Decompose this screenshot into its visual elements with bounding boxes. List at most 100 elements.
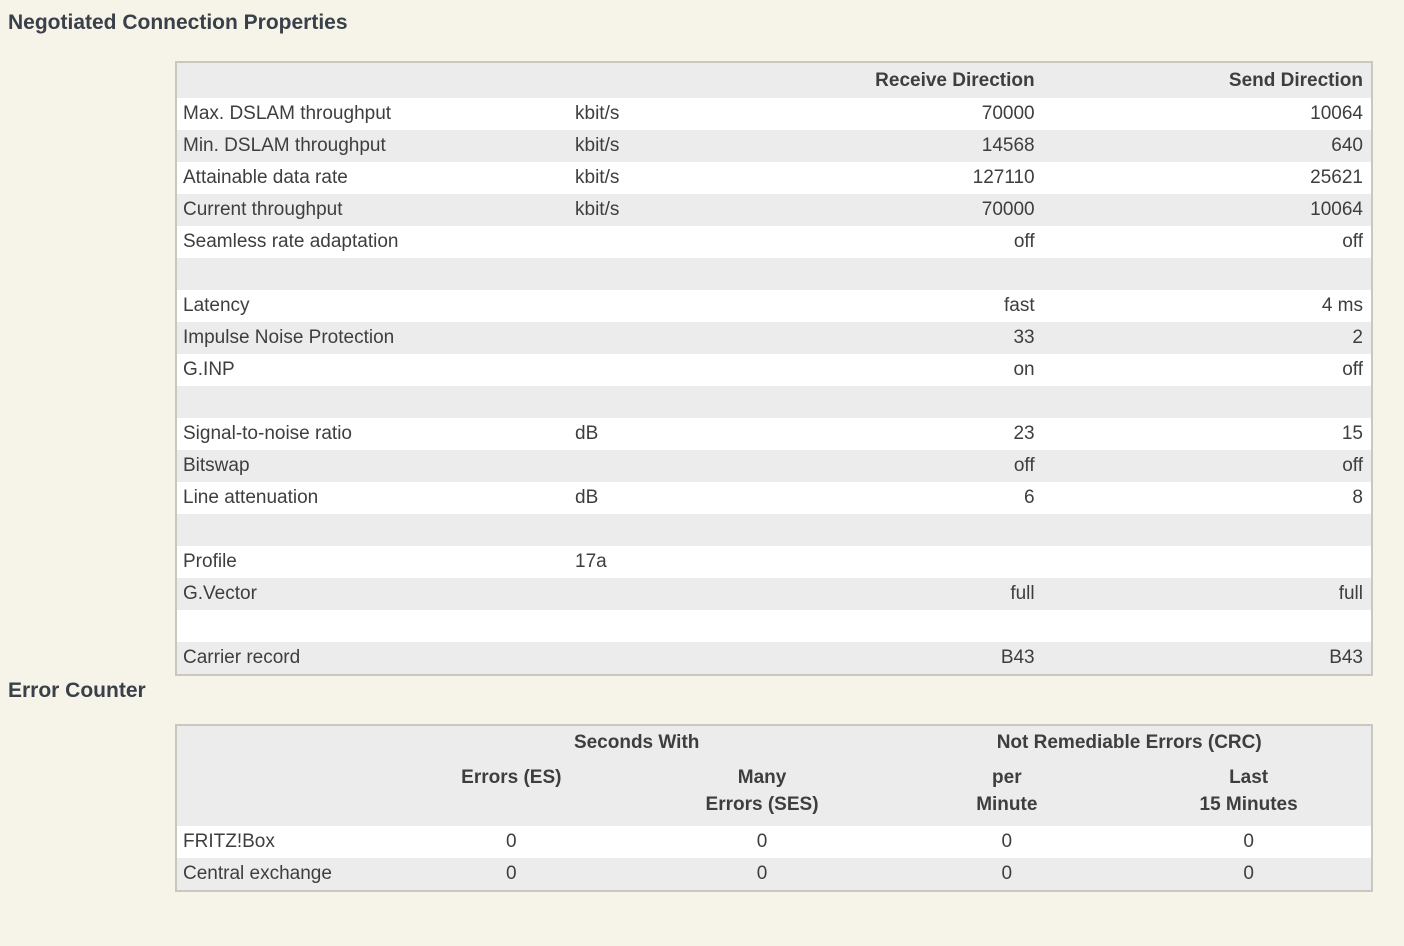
empty-header-cell bbox=[177, 726, 386, 760]
column-header-receive-direction: Receive Direction bbox=[714, 63, 1043, 98]
last-15-minutes-value: 0 bbox=[1243, 831, 1254, 852]
receive-value: 33 bbox=[1013, 327, 1035, 348]
property-label: Line attenuation bbox=[183, 487, 319, 508]
spacer-row bbox=[177, 610, 1371, 642]
spacer-row bbox=[177, 514, 1371, 546]
property-label bbox=[177, 258, 571, 290]
table-row: Min. DSLAM throughput kbit/s 14568 640 bbox=[177, 130, 1371, 162]
group-header-not-remediable-errors-crc: Not Remediable Errors (CRC) bbox=[887, 726, 1371, 760]
send-value bbox=[1043, 386, 1371, 418]
empty-header-cell bbox=[177, 760, 386, 826]
property-unit: kbit/s bbox=[575, 199, 620, 220]
property-unit: kbit/s bbox=[575, 135, 620, 156]
property-label: Signal-to-noise ratio bbox=[183, 423, 352, 444]
property-unit bbox=[571, 642, 714, 674]
receive-value: off bbox=[1013, 455, 1035, 476]
receive-value: 70000 bbox=[981, 199, 1035, 220]
property-label: G.Vector bbox=[183, 583, 257, 604]
per-minute-value: 0 bbox=[1001, 831, 1013, 852]
receive-value bbox=[714, 386, 1042, 418]
property-unit bbox=[571, 514, 714, 546]
property-label: G.INP bbox=[183, 359, 235, 380]
receive-value: full bbox=[1010, 583, 1035, 604]
sub-column-header: Errors (ES) bbox=[385, 760, 637, 826]
property-label bbox=[177, 610, 571, 642]
send-value bbox=[1043, 514, 1371, 546]
table-row: Attainable data rate kbit/s 127110 25621 bbox=[177, 162, 1371, 194]
property-label: Carrier record bbox=[183, 647, 301, 668]
receive-value: on bbox=[1013, 359, 1035, 380]
property-unit bbox=[571, 290, 714, 322]
property-unit: kbit/s bbox=[575, 167, 620, 188]
property-label: Max. DSLAM throughput bbox=[183, 103, 392, 124]
send-value: 10064 bbox=[1310, 199, 1363, 220]
receive-value: 6 bbox=[1024, 487, 1035, 508]
property-label bbox=[177, 386, 571, 418]
table-row: Current throughput kbit/s 70000 10064 bbox=[177, 194, 1371, 226]
connection-properties-table: Receive Direction Send Direction Max. DS… bbox=[175, 61, 1373, 676]
sub-column-header: Last 15 Minutes bbox=[1126, 760, 1371, 826]
property-label: Min. DSLAM throughput bbox=[183, 135, 386, 156]
property-unit: 17a bbox=[575, 551, 607, 572]
send-value: B43 bbox=[1329, 647, 1363, 668]
error-counter-sub-header-row: Errors (ES) Many Errors (SES) per Minute Last… bbox=[177, 760, 1371, 826]
receive-value bbox=[714, 514, 1042, 546]
send-value: 2 bbox=[1352, 327, 1363, 348]
last-15-minutes-value: 0 bbox=[1243, 863, 1254, 884]
spacer-row bbox=[177, 258, 1371, 290]
send-value bbox=[1043, 546, 1371, 578]
send-value: off bbox=[1342, 455, 1363, 476]
table-row: Impulse Noise Protection 33 2 bbox=[177, 322, 1371, 354]
table-row: Max. DSLAM throughput kbit/s 70000 10064 bbox=[177, 98, 1371, 130]
send-value: full bbox=[1338, 583, 1363, 604]
property-unit bbox=[571, 450, 714, 482]
table-row: Signal-to-noise ratio dB 23 15 bbox=[177, 418, 1371, 450]
table-row: Carrier record B43 B43 bbox=[177, 642, 1371, 674]
property-label: Latency bbox=[183, 295, 250, 316]
table-row: G.Vector full full bbox=[177, 578, 1371, 610]
table-row: G.INP on off bbox=[177, 354, 1371, 386]
property-label: Attainable data rate bbox=[183, 167, 348, 188]
property-unit: dB bbox=[575, 487, 599, 508]
section-title-negotiated-connection-properties: Negotiated Connection Properties bbox=[8, 11, 348, 34]
table-row: Bitswap off off bbox=[177, 450, 1371, 482]
property-unit: dB bbox=[575, 423, 599, 444]
send-value: 10064 bbox=[1310, 103, 1363, 124]
receive-value: fast bbox=[1004, 295, 1035, 316]
group-header-seconds-with: Seconds With bbox=[385, 726, 888, 760]
many-errors-ses-value: 0 bbox=[756, 863, 768, 884]
property-unit bbox=[571, 578, 714, 610]
sub-column-header: Many Errors (SES) bbox=[636, 760, 888, 826]
send-value bbox=[1043, 258, 1371, 290]
send-value bbox=[1043, 610, 1371, 642]
receive-value: 23 bbox=[1013, 423, 1035, 444]
per-minute-value: 0 bbox=[1001, 863, 1013, 884]
property-label: Seamless rate adaptation bbox=[183, 231, 399, 252]
empty-header-cell bbox=[177, 63, 572, 98]
table-row: FRITZ!Box 0 0 0 0 bbox=[177, 826, 1371, 858]
property-label: Profile bbox=[183, 551, 237, 572]
send-value: 640 bbox=[1331, 135, 1363, 156]
property-unit bbox=[571, 258, 714, 290]
connection-properties-header-row: Receive Direction Send Direction bbox=[177, 63, 1371, 98]
receive-value: off bbox=[1013, 231, 1035, 252]
receive-value: B43 bbox=[1000, 647, 1035, 668]
column-header-send-direction: Send Direction bbox=[1042, 63, 1371, 98]
property-unit: kbit/s bbox=[575, 103, 620, 124]
error-row-label: FRITZ!Box bbox=[183, 831, 275, 852]
errors-es-value: 0 bbox=[506, 863, 517, 884]
send-value: off bbox=[1342, 359, 1363, 380]
receive-value bbox=[714, 546, 1042, 578]
property-unit bbox=[571, 386, 714, 418]
table-row: Seamless rate adaptation off off bbox=[177, 226, 1371, 258]
receive-value bbox=[714, 610, 1042, 642]
sub-column-header: per Minute bbox=[887, 760, 1127, 826]
property-unit bbox=[571, 354, 714, 386]
empty-header-cell bbox=[571, 63, 715, 98]
property-label: Bitswap bbox=[183, 455, 250, 476]
receive-value: 14568 bbox=[981, 135, 1035, 156]
property-label: Current throughput bbox=[183, 199, 343, 220]
table-row: Line attenuation dB 6 8 bbox=[177, 482, 1371, 514]
many-errors-ses-value: 0 bbox=[756, 831, 768, 852]
